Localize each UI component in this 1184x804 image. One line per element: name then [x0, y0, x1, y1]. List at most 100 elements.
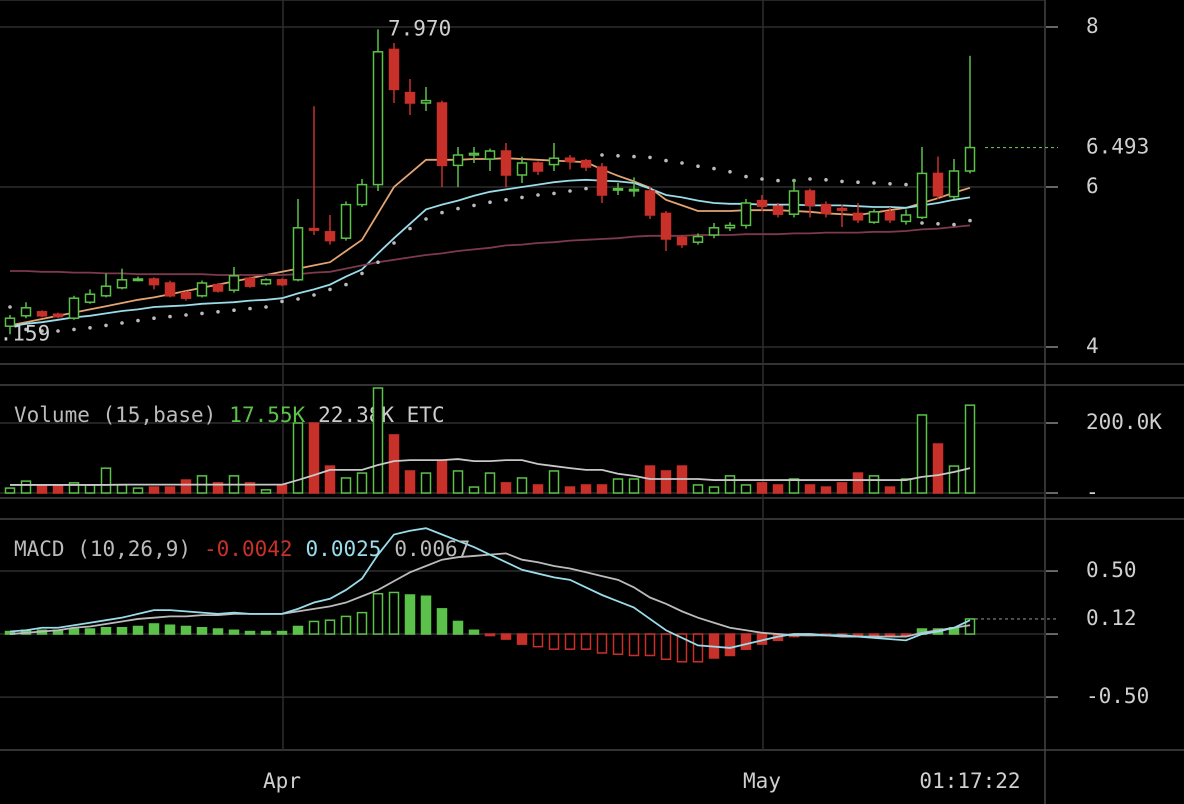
histogram-bar — [724, 633, 736, 657]
candle-body — [356, 183, 368, 206]
histogram-bar — [228, 629, 240, 635]
candle-body — [468, 152, 480, 156]
candle-body — [132, 278, 144, 282]
sar-dot — [904, 182, 908, 187]
candle-body — [644, 190, 656, 216]
candle-body — [244, 277, 256, 287]
sar-dot — [344, 282, 348, 287]
last-value-label: 0.12 — [1086, 606, 1137, 630]
candle-body — [836, 207, 848, 211]
min-label: 4.159 — [0, 321, 50, 345]
sar-dot — [824, 178, 828, 182]
candle-body — [116, 279, 128, 289]
sar-dot — [200, 311, 204, 316]
sar-dot — [88, 326, 92, 330]
sar-dot — [600, 153, 604, 157]
volume-bar — [404, 470, 416, 494]
candle-body — [628, 188, 640, 192]
volume-ma — [10, 458, 971, 486]
candle-body — [580, 159, 592, 168]
sar-dot — [408, 226, 412, 231]
legend-entry: MACD (10,26,9) — [14, 537, 191, 561]
volume-bar — [52, 484, 64, 494]
candle-body — [884, 211, 896, 221]
candle-body — [180, 291, 192, 299]
legend-entry: 0.0067 — [394, 537, 470, 561]
histogram-bar — [452, 620, 464, 635]
sar-dot — [632, 154, 636, 159]
candle-body — [420, 99, 432, 104]
candle-body — [948, 170, 960, 198]
sar-dot — [8, 305, 12, 309]
sar-dot — [536, 193, 540, 197]
volume-bar — [388, 434, 400, 494]
histogram-bar — [292, 625, 304, 635]
sar-dot — [136, 318, 140, 323]
legend-entry: -0.0042 — [204, 537, 293, 561]
histogram-bar — [244, 630, 256, 635]
sar-dot — [552, 191, 556, 196]
sar-dot — [40, 329, 44, 333]
volume-bar — [148, 486, 160, 494]
volume-bar — [500, 482, 512, 494]
histogram-bar — [548, 633, 560, 650]
histogram-bar — [484, 633, 496, 637]
histogram-bar — [596, 633, 608, 654]
volume-bar — [292, 422, 304, 494]
x-tick-label: May — [743, 769, 781, 793]
candle-body — [564, 157, 576, 163]
sar-dot — [72, 327, 76, 332]
volume-bar — [596, 484, 608, 494]
sar-dot — [728, 170, 732, 174]
candle-body — [52, 313, 64, 318]
candle-body — [452, 154, 464, 167]
sar-dot — [744, 174, 748, 179]
histogram-bar — [340, 615, 352, 635]
legend-entry: Volume (15,base) — [14, 403, 216, 427]
volume-bar — [532, 484, 544, 494]
histogram-bar — [420, 595, 432, 635]
volume-bar — [212, 482, 224, 494]
volume-bar — [452, 470, 464, 494]
candle-body — [308, 227, 320, 231]
candle-body — [68, 297, 80, 319]
volume-bar — [740, 484, 752, 494]
candle-body — [100, 285, 112, 297]
candle-body — [596, 166, 608, 196]
legend: MACD (10,26,9) -0.0042 0.0025 0.0067 — [14, 537, 470, 561]
volume-bar — [468, 486, 480, 494]
volume-bar — [692, 484, 704, 494]
histogram-bar — [308, 620, 320, 635]
candle-body — [532, 162, 544, 172]
volume-bar — [100, 467, 112, 494]
sar-dot — [488, 200, 492, 204]
sar-dot — [328, 287, 332, 292]
histogram-bar — [612, 633, 624, 655]
candle-body — [660, 212, 672, 240]
volume-bar — [244, 482, 256, 494]
candle-body — [932, 172, 944, 197]
y-tick-label: 6 — [1086, 174, 1099, 198]
candle-body — [820, 203, 832, 215]
sar-dot — [296, 297, 300, 301]
histogram-bar — [116, 627, 128, 635]
sar-dot — [952, 222, 956, 227]
candle-body — [20, 307, 32, 317]
volume-bar — [116, 484, 128, 494]
candle-body — [724, 224, 736, 229]
max-label: 7.970 — [388, 16, 451, 40]
sar-dot — [120, 321, 124, 325]
sar-dot — [920, 221, 924, 225]
sar-dot — [232, 308, 236, 313]
volume-bar — [436, 460, 448, 494]
histogram-bar — [404, 594, 416, 635]
candle-body — [900, 214, 912, 223]
histogram-bar — [356, 611, 368, 635]
candle-body — [516, 162, 528, 176]
sar-dot — [280, 299, 284, 304]
volume-bar — [932, 443, 944, 494]
volume-bar — [132, 487, 144, 494]
last-price-label: 6.493 — [1086, 135, 1149, 159]
sar-dot — [696, 164, 700, 168]
sar-dot — [712, 166, 716, 171]
